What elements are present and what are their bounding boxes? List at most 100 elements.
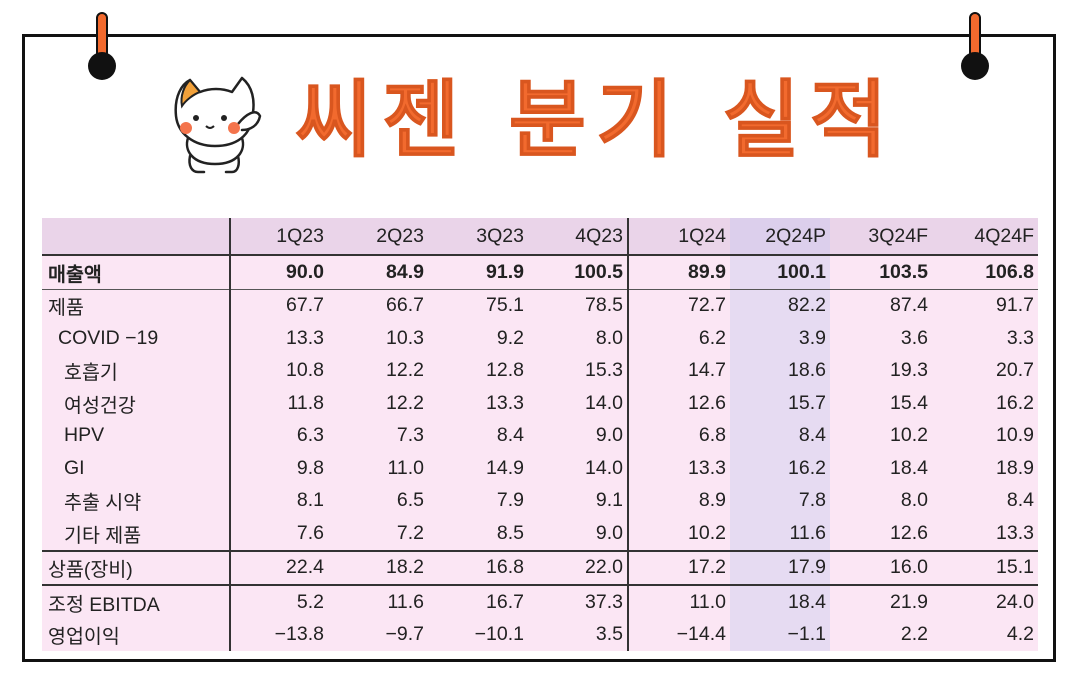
table-cell: 91.7 (932, 289, 1038, 322)
row-label: 여성건강 (42, 387, 231, 420)
row-label: 제품 (42, 289, 231, 322)
table-cell: 14.7 (628, 354, 730, 387)
row-label: 조정 EBITDA (42, 584, 231, 619)
table-cell: 6.5 (328, 484, 428, 517)
table-cell: 13.3 (628, 452, 730, 485)
table-cell: 8.5 (428, 517, 528, 551)
table-cell: 16.2 (730, 452, 830, 485)
table-cell: 9.0 (528, 517, 629, 551)
table-cell: 13.3 (230, 322, 328, 355)
table-cell: 8.1 (230, 484, 328, 517)
row-label: 추출 시약 (42, 484, 231, 517)
row-label: 상품(장비) (42, 549, 231, 585)
table-cell: 3.9 (730, 322, 830, 355)
table-cell: 3.6 (830, 322, 932, 355)
table-cell: 11.6 (328, 584, 428, 619)
quarterly-results-table: 1Q23 2Q23 3Q23 4Q23 1Q24 2Q24P 3Q24F 4Q2… (42, 218, 1038, 651)
table-cell: 21.9 (830, 584, 932, 619)
table-cell: 14.0 (528, 452, 629, 485)
table-row: 기타 제품 7.6 7.2 8.5 9.0 10.2 11.6 12.6 13.3 (42, 517, 1038, 551)
table-cell: 8.9 (628, 484, 730, 517)
table-cell: 12.2 (328, 354, 428, 387)
table-cell: 89.9 (628, 254, 730, 290)
table-cell: 37.3 (528, 584, 629, 619)
table-cell: 22.4 (230, 549, 328, 585)
table-cell: 17.9 (730, 549, 830, 585)
row-label: 영업이익 (42, 618, 231, 651)
column-header: 3Q23 (428, 218, 528, 255)
table-cell: 22.0 (528, 549, 629, 585)
table-cell: 6.2 (628, 322, 730, 355)
table-cell: 100.5 (528, 254, 629, 290)
column-header: 2Q24P (730, 218, 830, 255)
table-cell: 7.6 (230, 517, 328, 551)
table-cell: 12.8 (428, 354, 528, 387)
table-cell: 9.0 (528, 419, 629, 452)
column-header: 4Q24F (932, 218, 1038, 255)
table-cell: 91.9 (428, 254, 528, 290)
table-cell: 18.4 (730, 584, 830, 619)
page-title: 씨젠 분기 실적 (294, 71, 898, 170)
table-cell: 15.3 (528, 354, 629, 387)
table-row: COVID −19 13.3 10.3 9.2 8.0 6.2 3.9 3.6 3.3 (42, 322, 1038, 355)
pin-right-icon (955, 12, 995, 82)
table-row: 매출액 90.0 84.9 91.9 100.5 89.9 100.1 103.5 106.8 (42, 254, 1038, 290)
table-cell: 7.3 (328, 419, 428, 452)
table-cell: 15.7 (730, 387, 830, 420)
table-cell: 100.1 (730, 254, 830, 290)
table-cell: 4.2 (932, 618, 1038, 651)
table-cell: 75.1 (428, 289, 528, 322)
table-cell: 16.7 (428, 584, 528, 619)
header-corner (42, 218, 231, 255)
table-cell: 10.8 (230, 354, 328, 387)
table-cell: 12.6 (628, 387, 730, 420)
table-row: 제품 67.7 66.7 75.1 78.5 72.7 82.2 87.4 91.7 (42, 289, 1038, 322)
table-cell: 12.2 (328, 387, 428, 420)
table-cell: 15.1 (932, 549, 1038, 585)
table-cell: 7.9 (428, 484, 528, 517)
table-cell: 20.7 (932, 354, 1038, 387)
row-label: 호흡기 (42, 354, 231, 387)
table-row: 추출 시약 8.1 6.5 7.9 9.1 8.9 7.8 8.0 8.4 (42, 484, 1038, 517)
row-label: HPV (42, 419, 231, 452)
table-cell: 16.0 (830, 549, 932, 585)
table-cell: −13.8 (230, 618, 328, 651)
table-cell: 87.4 (830, 289, 932, 322)
table-cell: 11.0 (328, 452, 428, 485)
table-cell: 90.0 (230, 254, 328, 290)
table-cell: 84.9 (328, 254, 428, 290)
row-label: 기타 제품 (42, 517, 231, 551)
table-cell: 6.3 (230, 419, 328, 452)
table-cell: 7.2 (328, 517, 428, 551)
table-cell: 9.1 (528, 484, 629, 517)
pin-left-icon (82, 12, 122, 82)
table-cell: 2.2 (830, 618, 932, 651)
column-header: 1Q24 (628, 218, 730, 255)
column-header: 2Q23 (328, 218, 428, 255)
table-cell: −1.1 (730, 618, 830, 651)
table-cell: 66.7 (328, 289, 428, 322)
table-cell: 14.0 (528, 387, 629, 420)
table-cell: 8.4 (428, 419, 528, 452)
table-row: 조정 EBITDA 5.2 11.6 16.7 37.3 11.0 18.4 21.9 24.0 (42, 584, 1038, 619)
table-cell: 10.2 (628, 517, 730, 551)
table-cell: 9.2 (428, 322, 528, 355)
table-cell: 10.2 (830, 419, 932, 452)
table-cell: 8.4 (730, 419, 830, 452)
table-cell: 16.8 (428, 549, 528, 585)
table-cell: 16.2 (932, 387, 1038, 420)
table-row: 호흡기 10.8 12.2 12.8 15.3 14.7 18.6 19.3 20.7 (42, 354, 1038, 387)
table-cell: 13.3 (932, 517, 1038, 551)
table-header-row: 1Q23 2Q23 3Q23 4Q23 1Q24 2Q24P 3Q24F 4Q2… (42, 218, 1038, 255)
table-row: GI 9.8 11.0 14.9 14.0 13.3 16.2 18.4 18.9 (42, 452, 1038, 485)
table-cell: 82.2 (730, 289, 830, 322)
table-cell: 11.8 (230, 387, 328, 420)
table-cell: 13.3 (428, 387, 528, 420)
table-cell: 10.3 (328, 322, 428, 355)
table-cell: 11.6 (730, 517, 830, 551)
table-cell: 72.7 (628, 289, 730, 322)
table-cell: 67.7 (230, 289, 328, 322)
column-header: 1Q23 (230, 218, 328, 255)
cat-mascot-icon (174, 76, 262, 174)
table-cell: 5.2 (230, 584, 328, 619)
